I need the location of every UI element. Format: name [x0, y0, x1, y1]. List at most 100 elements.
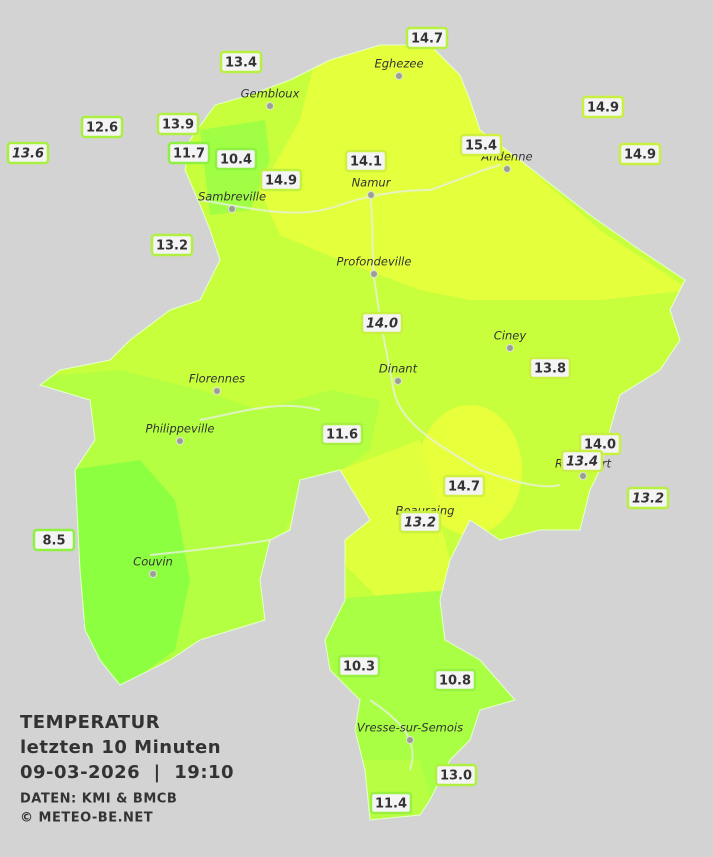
station: 13.6 — [6, 141, 50, 165]
station: 14.7 — [442, 474, 486, 498]
station-value: 10.4 — [220, 153, 252, 168]
station: 13.4 — [560, 449, 604, 473]
station: 13.2 — [150, 233, 194, 257]
station-value: 14.9 — [587, 101, 619, 116]
station-value: 13.8 — [534, 362, 566, 377]
station-box — [442, 474, 486, 498]
station: 14.9 — [618, 142, 662, 166]
town-label: Vresse-sur-Semois — [357, 721, 463, 735]
zone — [340, 440, 450, 600]
station-box — [626, 486, 670, 510]
station: 14.7 — [405, 26, 449, 50]
station-box — [32, 528, 76, 552]
station-value: 13.4 — [566, 455, 598, 470]
town-label: Eghezee — [374, 57, 423, 71]
station-value: 11.6 — [326, 428, 358, 443]
town-dot — [406, 736, 414, 744]
station: 14.1 — [344, 149, 388, 173]
station: 14.9 — [259, 168, 303, 192]
town-label: Dinant — [379, 362, 418, 376]
station: 10.8 — [433, 668, 477, 692]
town-label: Sambreville — [198, 190, 266, 204]
town-dot — [370, 270, 378, 278]
town-label: Profondeville — [337, 255, 412, 269]
station: 11.6 — [320, 422, 364, 446]
station-value: 12.6 — [86, 121, 118, 136]
station: 13.2 — [398, 510, 442, 534]
station-value: 14.7 — [448, 480, 480, 495]
town-label: Gembloux — [241, 87, 300, 101]
station-value: 10.3 — [343, 660, 375, 675]
station-value: 13.6 — [12, 147, 44, 162]
station-value: 14.9 — [624, 148, 656, 163]
station: 10.3 — [337, 654, 381, 678]
title: TEMPERATUR — [20, 712, 160, 733]
station: 11.4 — [369, 791, 413, 815]
station-value: 10.8 — [439, 674, 471, 689]
town-label: Couvin — [133, 555, 173, 569]
station-box — [156, 112, 200, 136]
station: 15.4 — [459, 133, 503, 157]
town-label: Philippeville — [146, 422, 215, 436]
town-dot — [506, 344, 514, 352]
town-dot — [149, 570, 157, 578]
station-box — [459, 133, 503, 157]
station-box — [618, 142, 662, 166]
station-box — [167, 141, 211, 165]
town-dot — [395, 72, 403, 80]
station-box — [560, 449, 604, 473]
station-box — [581, 95, 625, 119]
station: 11.7 — [167, 141, 211, 165]
station: 12.6 — [80, 115, 124, 139]
station-value: 13.2 — [156, 239, 188, 254]
river — [149, 164, 561, 771]
station-box — [433, 668, 477, 692]
station-value: 13.0 — [440, 769, 472, 784]
town-dot — [579, 472, 587, 480]
station-value: 14.9 — [265, 174, 297, 189]
station-box — [214, 147, 258, 171]
station-value: 13.2 — [404, 516, 436, 531]
station-value: 13.2 — [632, 492, 664, 507]
station-value: 14.0 — [584, 438, 616, 453]
station-value: 13.4 — [225, 56, 257, 71]
town-dot — [503, 165, 511, 173]
zone — [260, 45, 685, 300]
stations: 14.7 13.4 14.9 12.6 13.9 13.6 11.7 10.4 15.4 14.9… — [6, 26, 670, 815]
station: 13.2 — [626, 486, 670, 510]
station-value: 15.4 — [465, 139, 497, 154]
station: 14.9 — [581, 95, 625, 119]
station-value: 14.7 — [411, 32, 443, 47]
station-box — [405, 26, 449, 50]
station-box — [369, 791, 413, 815]
town-label: Ciney — [494, 329, 527, 343]
town-dot — [266, 102, 274, 110]
station: 10.4 — [214, 147, 258, 171]
station-box — [528, 356, 572, 380]
town-dot — [176, 437, 184, 445]
station-value: 14.0 — [366, 317, 398, 332]
subtitle: letzten 10 Minuten — [20, 737, 221, 758]
town-label: Florennes — [189, 372, 245, 386]
station: 13.8 — [528, 356, 572, 380]
station-value: 8.5 — [42, 534, 65, 549]
station-value: 11.7 — [173, 147, 205, 162]
station-box — [360, 311, 404, 335]
town-dot — [213, 387, 221, 395]
station-box — [150, 233, 194, 257]
station-box — [80, 115, 124, 139]
timestamp: 09-03-2026 | 19:10 — [20, 762, 234, 783]
town-label: Namur — [352, 176, 392, 190]
station-box — [219, 50, 263, 74]
town-dot — [367, 191, 375, 199]
station: 13.0 — [434, 763, 478, 787]
station-value: 11.4 — [375, 797, 407, 812]
zone — [70, 460, 190, 690]
station: 13.4 — [219, 50, 263, 74]
station-box — [320, 422, 364, 446]
station-box — [434, 763, 478, 787]
zone — [418, 405, 522, 535]
station-box — [259, 168, 303, 192]
station: 8.5 — [32, 528, 76, 552]
